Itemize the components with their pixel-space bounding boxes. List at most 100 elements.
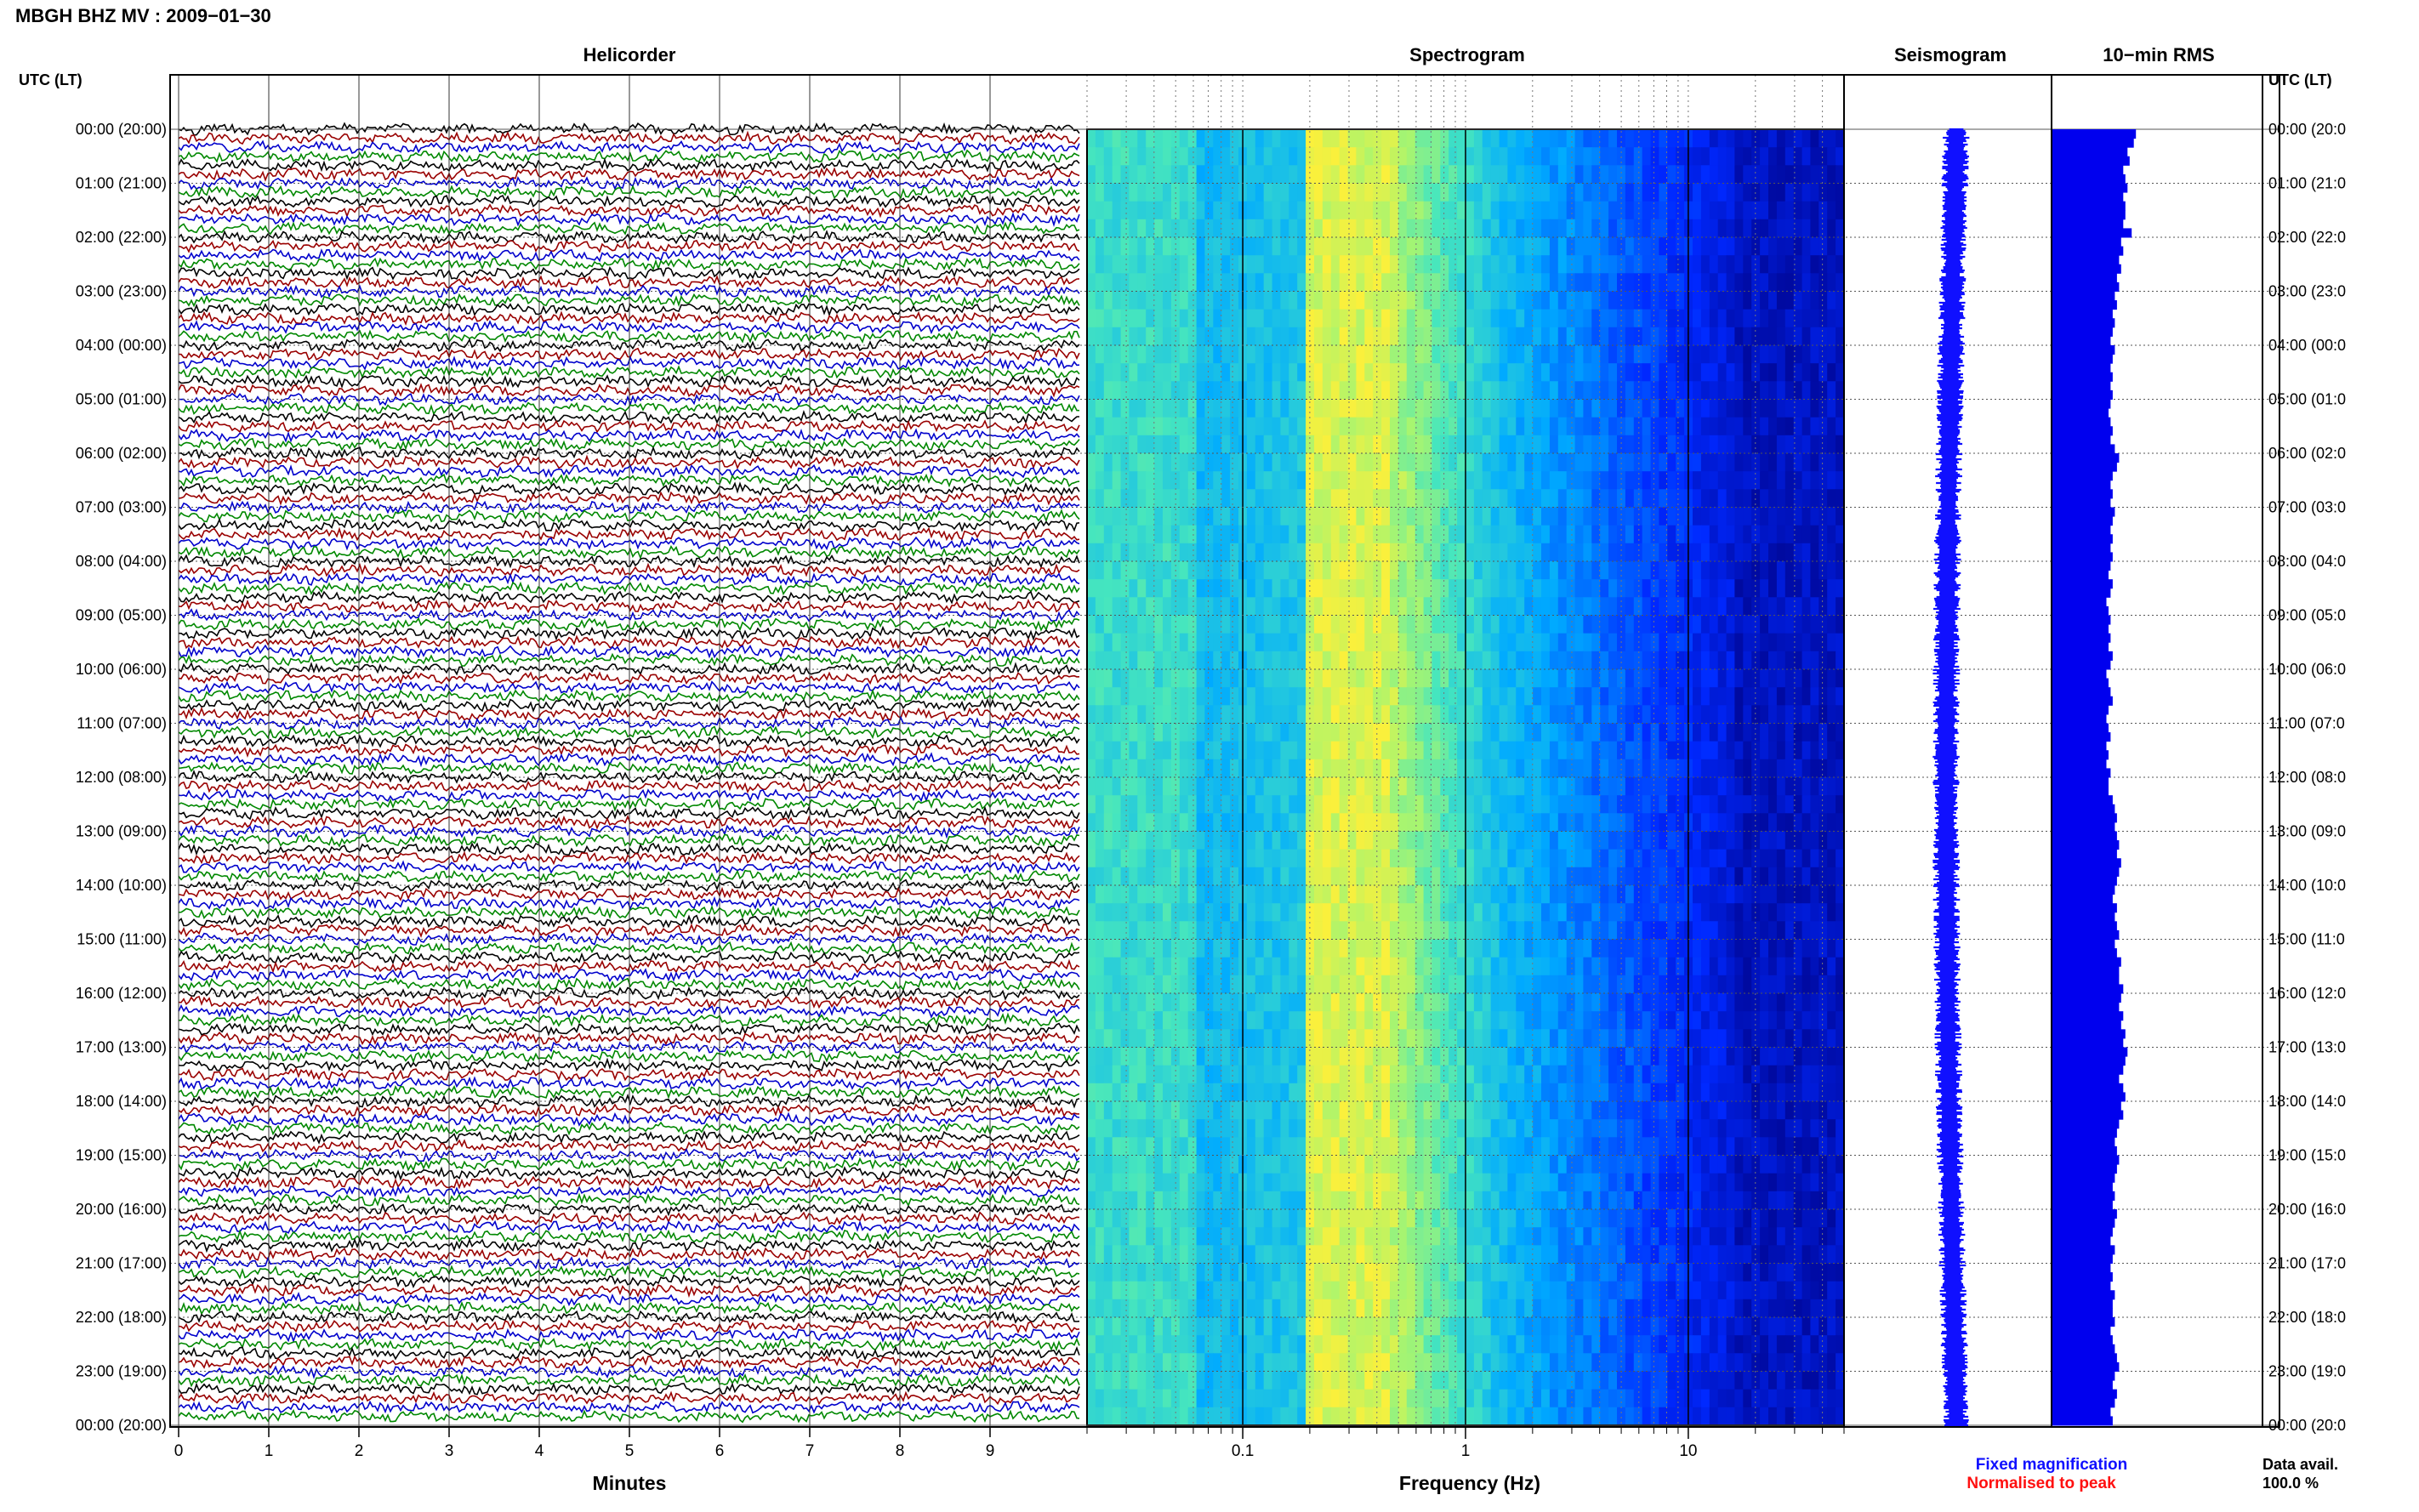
spectrogram-cell xyxy=(1146,795,1155,814)
spectrogram-cell xyxy=(1827,219,1836,238)
spectrogram-cell xyxy=(1827,363,1836,382)
spectrogram-cell xyxy=(1112,1011,1122,1030)
spectrogram-cell xyxy=(1297,669,1306,688)
spectrogram-cell xyxy=(1625,669,1635,688)
spectrogram-cell xyxy=(1263,543,1273,562)
spectrogram-cell xyxy=(1255,597,1265,617)
spectrogram-cell xyxy=(1667,363,1676,382)
spectrogram-cell xyxy=(1700,741,1710,760)
spectrogram-cell xyxy=(1364,381,1374,401)
spectrogram-cell xyxy=(1397,237,1408,256)
spectrogram-cell xyxy=(1516,507,1525,526)
spectrogram-cell xyxy=(1650,1083,1660,1102)
spectrogram-cell xyxy=(1280,489,1289,509)
spectrogram-cell xyxy=(1364,633,1374,652)
spectrogram-cell xyxy=(1583,813,1592,833)
spectrogram-cell xyxy=(1339,525,1349,544)
spectrogram-cell xyxy=(1196,237,1206,256)
spectrogram-cell xyxy=(1322,1119,1332,1138)
spectrogram-cell xyxy=(1617,237,1626,256)
spectrogram-cell xyxy=(1541,813,1551,833)
spectrogram-cell xyxy=(1533,129,1542,148)
spectrogram-cell xyxy=(1449,381,1458,401)
spectrogram-cell xyxy=(1179,993,1189,1012)
spectrogram-cell xyxy=(1524,1101,1534,1120)
spectrogram-cell xyxy=(1221,939,1231,958)
spectrogram-cell xyxy=(1776,273,1786,293)
helicorder-title: Helicorder xyxy=(583,44,676,65)
spectrogram-cell xyxy=(1213,1119,1222,1138)
spectrogram-cell xyxy=(1541,507,1551,526)
spectrogram-cell xyxy=(1449,1101,1458,1120)
spectrogram-cell xyxy=(1457,579,1466,598)
spectrogram-cell xyxy=(1414,669,1425,688)
spectrogram-cell xyxy=(1204,579,1214,598)
spectrogram-cell xyxy=(1700,723,1710,742)
spectrogram-cell xyxy=(1120,507,1130,526)
spectrogram-cell xyxy=(1743,309,1752,328)
spectrogram-cell xyxy=(1693,705,1702,725)
spectrogram-cell xyxy=(1390,921,1399,941)
spectrogram-cell xyxy=(1406,651,1416,670)
spectrogram-cell xyxy=(1827,543,1836,562)
spectrogram-cell xyxy=(1760,1083,1769,1102)
spectrogram-cell xyxy=(1390,507,1399,526)
spectrogram-cell xyxy=(1541,399,1551,418)
spectrogram-cell xyxy=(1103,903,1113,922)
spectrogram-cell xyxy=(1263,291,1273,310)
spectrogram-cell xyxy=(1482,975,1492,994)
spectrogram-cell xyxy=(1431,219,1441,238)
spectrogram-cell xyxy=(1423,777,1433,796)
spectrogram-cell xyxy=(1347,327,1357,346)
spectrogram-cell xyxy=(1440,687,1449,706)
spectrogram-cell xyxy=(1659,237,1668,256)
spectrogram-cell xyxy=(1693,849,1702,868)
spectrogram-cell xyxy=(1793,813,1803,833)
spectrogram-cell xyxy=(1154,1029,1164,1049)
spectrogram-cell xyxy=(1137,255,1147,274)
spectrogram-cell xyxy=(1095,939,1105,958)
spectrogram-cell xyxy=(1263,561,1273,580)
spectrogram-cell xyxy=(1583,741,1592,760)
spectrogram-cell xyxy=(1170,1083,1181,1102)
spectrogram-cell xyxy=(1600,921,1609,941)
spectrogram-cell xyxy=(1449,975,1458,994)
spectrogram-cell xyxy=(1440,507,1449,526)
spectrogram-cell xyxy=(1717,129,1727,148)
spectrogram-cell xyxy=(1364,759,1374,778)
spectrogram-cell xyxy=(1381,399,1391,418)
spectrogram-cell xyxy=(1600,219,1609,238)
spectrogram-cell xyxy=(1187,201,1198,220)
spectrogram-cell xyxy=(1801,525,1812,544)
spectrogram-cell xyxy=(1784,1083,1795,1102)
spectrogram-cell xyxy=(1617,417,1626,436)
spectrogram-cell xyxy=(1339,723,1349,742)
spectrogram-cell xyxy=(1667,471,1676,490)
spectrogram-cell xyxy=(1297,561,1306,580)
spectrogram-cell xyxy=(1836,525,1845,544)
spectrogram-cell xyxy=(1204,633,1214,652)
spectrogram-cell xyxy=(1776,993,1786,1012)
spectrogram-cell xyxy=(1541,561,1551,580)
spectrogram-cell xyxy=(1717,615,1727,634)
spectrogram-cell xyxy=(1793,921,1803,941)
spectrogram-cell xyxy=(1289,759,1298,778)
spectrogram-cell xyxy=(1255,273,1265,293)
spectrogram-cell xyxy=(1196,507,1206,526)
spectrogram-cell xyxy=(1213,813,1222,833)
spectrogram-cell xyxy=(1819,759,1828,778)
spectrogram-cell xyxy=(1490,471,1500,490)
spectrogram-cell xyxy=(1129,921,1138,941)
spectrogram-cell xyxy=(1129,579,1138,598)
spectrogram-cell xyxy=(1726,795,1736,814)
spectrogram-cell xyxy=(1322,993,1332,1012)
spectrogram-cell xyxy=(1608,1083,1618,1102)
spectrogram-cell xyxy=(1642,1047,1652,1066)
spectrogram-cell xyxy=(1819,345,1828,364)
spectrogram-cell xyxy=(1717,489,1727,509)
spectrogram-cell xyxy=(1600,417,1609,436)
spectrogram-cell xyxy=(1196,543,1206,562)
spectrogram-cell xyxy=(1473,363,1483,382)
spectrogram-cell xyxy=(1381,363,1391,382)
spectrogram-cell xyxy=(1373,759,1382,778)
